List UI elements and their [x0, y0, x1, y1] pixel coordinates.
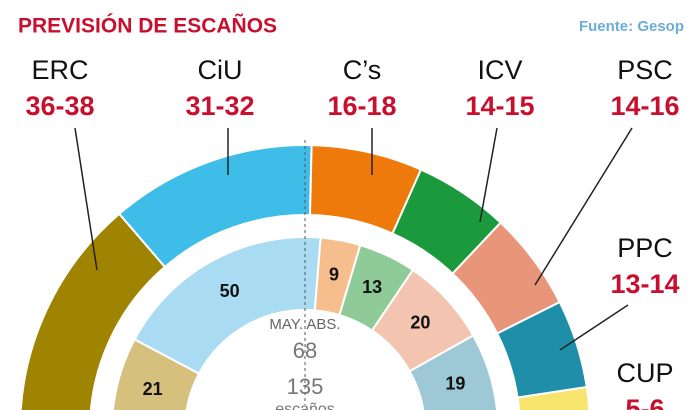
party-forecast: 14-16 [610, 91, 679, 121]
leader [534, 127, 633, 286]
previous-label: 50 [220, 281, 240, 301]
party-name: ICV [477, 55, 522, 85]
title: PREVISIÓN DE ESCAÑOS [18, 14, 277, 38]
previous-label: 20 [410, 312, 430, 332]
party-forecast: 13-14 [610, 269, 679, 299]
previous-label: 21 [143, 379, 163, 399]
party-name: CUP [616, 358, 673, 388]
majority-label: MAY. ABS. [269, 316, 340, 333]
party-forecast: 36-38 [25, 91, 94, 121]
previous-arc [408, 334, 498, 410]
previous-label: 13 [362, 277, 382, 297]
party-name: CiU [198, 55, 243, 85]
party-name: PSC [617, 55, 673, 85]
previous-label: 19 [445, 374, 465, 394]
party-forecast: 14-15 [465, 91, 534, 121]
party-forecast: 16-18 [327, 91, 396, 121]
leader-lines [74, 127, 633, 351]
source: Fuente: Gesop [579, 18, 684, 35]
previous-label: 9 [329, 264, 339, 284]
arcs [19, 144, 591, 410]
total-label: escaños [275, 401, 335, 410]
party-forecast: 31-32 [185, 91, 254, 121]
leader [74, 127, 98, 271]
forecast-arc [516, 385, 591, 410]
majority-value: 68 [293, 338, 317, 363]
leader [559, 304, 629, 351]
party-forecast: 5-6 [625, 394, 664, 410]
total-seats: 135 [287, 374, 324, 399]
party-name: PPC [617, 233, 673, 263]
leader [479, 127, 498, 223]
party-name: ERC [31, 55, 88, 85]
party-name: C’s [343, 55, 382, 85]
